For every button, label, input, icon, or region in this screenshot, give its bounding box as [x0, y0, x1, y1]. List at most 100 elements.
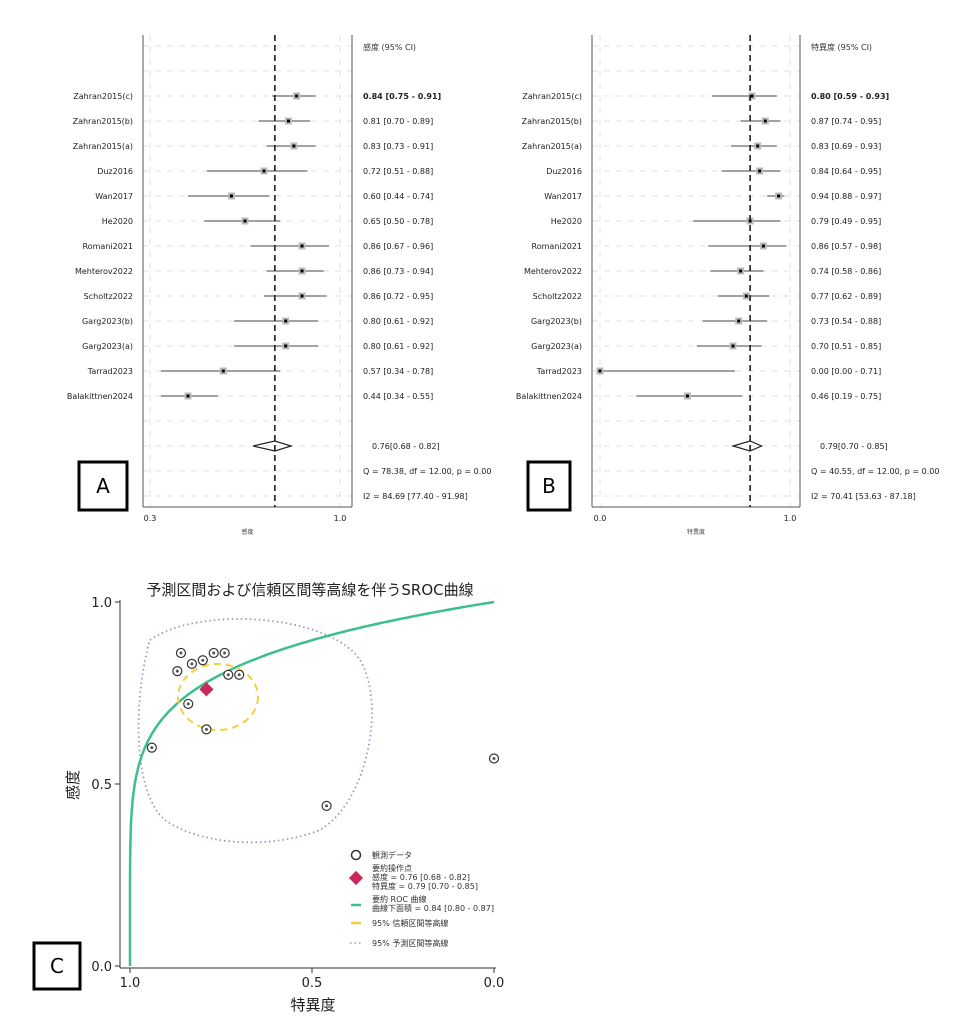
study-estimate-text: 0.44 [0.34 - 0.55]	[363, 392, 433, 401]
x-tick-label: 1.0	[334, 514, 347, 523]
x-axis-label: 特異度	[290, 996, 335, 1014]
study-label: Tarrad2023	[536, 367, 582, 376]
study-label: Scholtz2022	[533, 292, 582, 301]
study-label: Garg2023(a)	[531, 342, 582, 351]
observed-point-center	[325, 804, 329, 808]
legend-summary-spec: 特異度 = 0.79 [0.70 - 0.85]	[372, 881, 478, 891]
study-estimate-text: 0.60 [0.44 - 0.74]	[363, 192, 433, 201]
study-estimate-text: 0.00 [0.00 - 0.71]	[811, 367, 881, 376]
study-label: Zahran2015(c)	[73, 92, 133, 101]
study-estimate-text: 0.72 [0.51 - 0.88]	[363, 167, 433, 176]
panel-label-box	[77, 460, 129, 512]
study-label: Zahran2015(a)	[522, 142, 582, 151]
study-estimate-text: 0.86 [0.73 - 0.94]	[363, 267, 433, 276]
chart-title: 予測区間および信頼区間等高線を伴うSROC曲線	[146, 581, 473, 599]
forest-plot-specificity: 特異度 (95% CI) Zahran2015(c) 0.80 [0.59 - 0.…	[516, 35, 939, 536]
study-estimate-text: 0.81 [0.70 - 0.89]	[363, 117, 433, 126]
x-tick-label: 0.0	[484, 976, 505, 991]
legend-summary-icon	[348, 870, 364, 886]
legend-confidence: 95% 信頼区間等高線	[372, 918, 448, 928]
legend-roc-title: 要約 ROC 曲線	[372, 894, 427, 904]
y-axis-label: 感度	[64, 770, 82, 800]
observed-point-center	[223, 651, 227, 655]
legend-summary-sens: 感度 = 0.76 [0.68 - 0.82]	[372, 872, 470, 882]
y-tick-label: 0.5	[91, 778, 112, 793]
heterogeneity-q: Q = 40.55, df = 12.00, p = 0.00	[811, 467, 939, 476]
observed-point-center	[186, 702, 190, 706]
observed-point-center	[190, 662, 194, 666]
pooled-diamond	[253, 440, 294, 452]
study-label: Garg2023(b)	[531, 317, 582, 326]
study-estimate-text: 0.65 [0.50 - 0.78]	[363, 217, 433, 226]
observed-point-center	[175, 669, 179, 673]
heterogeneity-i2: I2 = 84.69 [77.40 - 91.98]	[363, 492, 468, 501]
point-estimate	[739, 269, 743, 273]
pooled-estimate-text: 0.76[0.68 - 0.82]	[372, 442, 440, 451]
study-label: Romani2021	[83, 242, 133, 251]
point-estimate	[300, 244, 304, 248]
legend-prediction: 95% 予測区間等高線	[372, 938, 448, 948]
point-estimate	[295, 94, 299, 98]
observed-point-center	[226, 673, 230, 677]
pooled-estimate-text: 0.79[0.70 - 0.85]	[820, 442, 888, 451]
study-estimate-text: 0.86 [0.57 - 0.98]	[811, 242, 881, 251]
point-estimate	[761, 244, 765, 248]
prediction-contour	[137, 618, 373, 844]
study-estimate-text: 0.86 [0.67 - 0.96]	[363, 242, 433, 251]
study-label: Romani2021	[532, 242, 582, 251]
legend-observed: 観測データ	[372, 850, 412, 860]
confidence-contour	[177, 663, 259, 731]
point-estimate	[598, 369, 602, 373]
y-tick-label: 0.0	[91, 960, 112, 975]
point-estimate	[737, 319, 741, 323]
study-label: Duz2016	[546, 167, 582, 176]
study-label: Mehterov2022	[75, 267, 133, 276]
study-label: Wan2017	[544, 192, 582, 201]
study-estimate-text: 0.83 [0.69 - 0.93]	[811, 142, 881, 151]
panel-label: C	[50, 954, 64, 978]
study-label: Garg2023(a)	[82, 342, 133, 351]
point-estimate	[262, 169, 266, 173]
summary-point	[199, 682, 214, 697]
point-estimate	[300, 269, 304, 273]
study-label: Wan2017	[95, 192, 133, 201]
study-estimate-text: 0.73 [0.54 - 0.88]	[811, 317, 881, 326]
study-label: Tarrad2023	[87, 367, 133, 376]
heterogeneity-i2: I2 = 70.41 [53.63 - 87.18]	[811, 492, 916, 501]
x-tick-label: 0.5	[302, 976, 323, 991]
x-tick-label: 1.0	[120, 976, 141, 991]
study-estimate-text: 0.80 [0.61 - 0.92]	[363, 317, 433, 326]
study-estimate-text: 0.70 [0.51 - 0.85]	[811, 342, 881, 351]
study-estimate-text: 0.79 [0.49 - 0.95]	[811, 217, 881, 226]
observed-point-center	[212, 651, 216, 655]
study-label: Zahran2015(b)	[73, 117, 133, 126]
point-estimate	[284, 319, 288, 323]
study-estimate-text: 0.77 [0.62 - 0.89]	[811, 292, 881, 301]
study-estimate-text: 0.57 [0.34 - 0.78]	[363, 367, 433, 376]
panel-label-box	[526, 460, 572, 512]
point-estimate	[777, 194, 781, 198]
point-estimate	[292, 144, 296, 148]
point-estimate	[750, 94, 754, 98]
point-estimate	[221, 369, 225, 373]
heterogeneity-q: Q = 78.38, df = 12.00, p = 0.00	[363, 467, 491, 476]
point-estimate	[284, 344, 288, 348]
pooled-diamond	[730, 440, 763, 452]
study-label: Garg2023(b)	[82, 317, 133, 326]
study-estimate-text: 0.84 [0.75 - 0.91]	[363, 92, 441, 101]
point-estimate	[229, 194, 233, 198]
study-label: Zahran2015(c)	[522, 92, 582, 101]
panel-label: A	[96, 474, 110, 498]
study-estimate-text: 0.46 [0.19 - 0.75]	[811, 392, 881, 401]
point-estimate	[756, 144, 760, 148]
point-estimate	[286, 119, 290, 123]
x-axis-label: 感度	[241, 528, 253, 536]
y-tick-label: 1.0	[91, 596, 112, 611]
observed-point-center	[492, 757, 496, 761]
study-label: Duz2016	[97, 167, 133, 176]
study-label: Mehterov2022	[524, 267, 582, 276]
study-label: Zahran2015(b)	[522, 117, 582, 126]
study-label: Zahran2015(a)	[73, 142, 133, 151]
forest-plot-sensitivity: 感度 (95% CI) Zahran2015(c) 0.84 [0.75 - 0.9…	[67, 35, 491, 536]
